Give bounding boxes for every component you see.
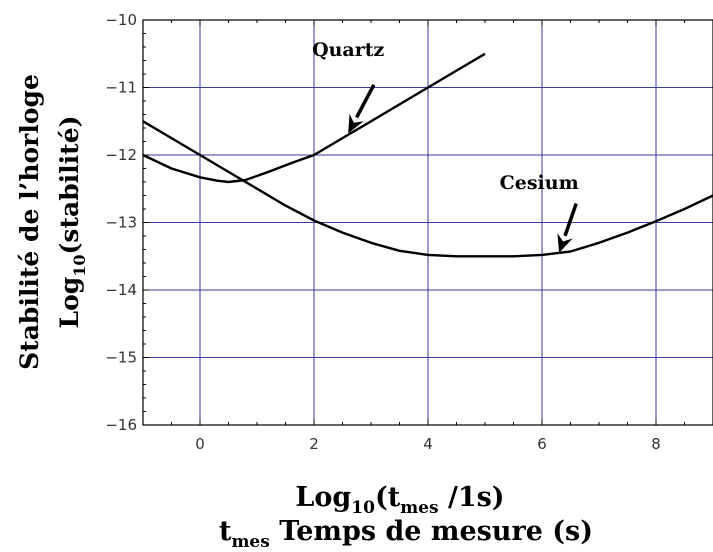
x-tick-label: 4 [423,435,433,453]
annotation-arrow-head [348,113,364,134]
annotation-arrow-head [557,233,573,253]
y-tick-label: −14 [105,281,137,299]
grid [143,20,713,425]
series-lines [142,52,713,258]
y-axis-label-2: Log10(stabilité) [55,116,89,329]
series-line-quartz [142,52,486,184]
y-tick-label: −15 [105,349,137,367]
y-tick-label: −12 [105,146,137,164]
annotation-label-quartz: Quartz [312,39,384,61]
x-axis-label-2: tmes Temps de mesure (s) [219,516,593,552]
x-tick-label: 6 [537,435,547,453]
y-tick-label: −16 [105,416,137,434]
y-tick-label: −13 [105,214,137,232]
x-axis-label: Log10(tmes /1s) [295,482,504,518]
minor-ticks [142,19,713,426]
x-tick-label: 8 [651,435,661,453]
x-tick-label: 0 [195,435,205,453]
x-tick-label: 2 [309,435,319,453]
annotation-arrow-shaft [355,83,376,119]
series-line-cesium [142,120,713,258]
annotation-label-cesium: Cesium [500,172,579,194]
y-tick-label: −11 [105,79,137,97]
y-axis-label: Stabilité de l’horloge [15,74,44,370]
annotation-arrow-shaft [563,203,578,237]
tick-labels: 0 2 4 6 8 −10 −11 −12 −13 −14 −15 −16 [105,11,660,453]
y-tick-label: −10 [105,11,137,29]
annotations: Quartz Cesium [312,39,579,253]
